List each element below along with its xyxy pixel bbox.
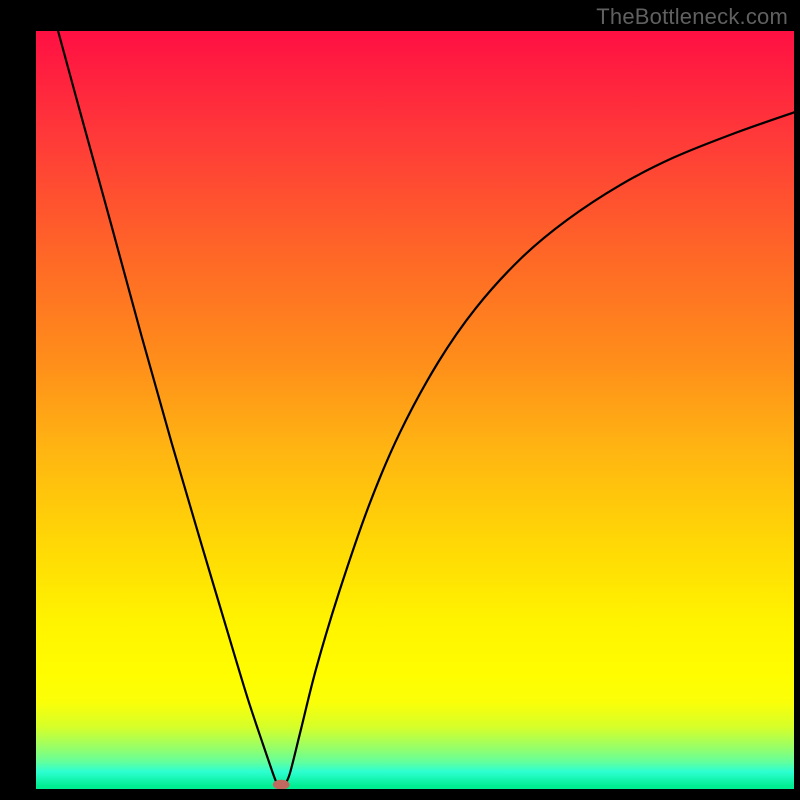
mask-left (35, 30, 36, 790)
mask-bottom (35, 789, 795, 790)
chart-svg (35, 30, 795, 790)
gradient-rect (35, 30, 795, 790)
optimum-marker (273, 780, 290, 790)
mask-right (794, 30, 795, 790)
chart-container: TheBottleneck.com (0, 0, 800, 800)
plot-area (35, 30, 795, 790)
mask-top (35, 30, 795, 31)
watermark-label: TheBottleneck.com (596, 4, 788, 30)
